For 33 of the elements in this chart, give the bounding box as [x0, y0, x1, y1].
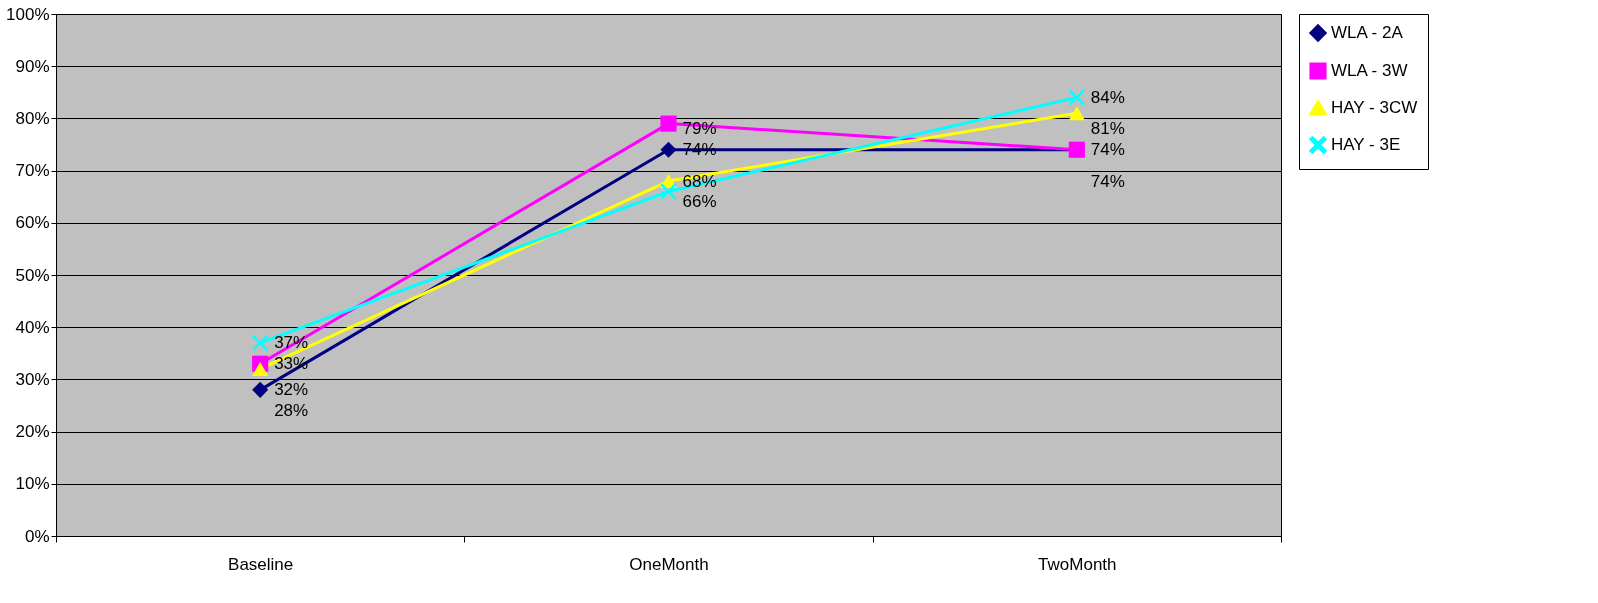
point	[252, 381, 269, 398]
y-tick-label: 40%	[15, 317, 50, 337]
legend-label: WLA - 3W	[1331, 61, 1408, 80]
data-label: 74%	[1090, 171, 1125, 191]
x-tick-label: Baseline	[228, 554, 294, 574]
point	[252, 361, 269, 376]
data-label: 32%	[274, 380, 309, 400]
legend-label: HAY - 3CW	[1331, 98, 1418, 117]
data-label: 81%	[1090, 119, 1125, 139]
y-tick-label: 20%	[15, 422, 50, 442]
y-tick-label: 0%	[24, 526, 50, 546]
y-tick-label: 50%	[15, 265, 50, 285]
x-tick-label: TwoMonth	[1038, 554, 1117, 574]
y-tick-label: 60%	[15, 213, 50, 233]
y-tick-label: 30%	[15, 369, 50, 389]
data-label: 74%	[1090, 140, 1125, 160]
data-label: 66%	[682, 192, 717, 212]
point	[1068, 106, 1085, 121]
data-label: 84%	[1090, 87, 1125, 107]
point	[660, 183, 677, 200]
point	[660, 141, 677, 158]
data-label: 28%	[274, 401, 309, 421]
x-tick-label: OneMonth	[629, 554, 709, 574]
y-tick-label: 100%	[6, 4, 50, 24]
point	[660, 115, 677, 132]
point	[252, 334, 269, 351]
y-tick-label: 90%	[15, 56, 50, 76]
legend-label: WLA - 2A	[1331, 23, 1404, 42]
y-tick-label: 10%	[15, 474, 50, 494]
point	[1068, 89, 1085, 106]
legend-label: HAY - 3E	[1331, 135, 1401, 154]
y-tick-label: 70%	[15, 161, 50, 181]
y-tick-label: 80%	[15, 108, 50, 128]
